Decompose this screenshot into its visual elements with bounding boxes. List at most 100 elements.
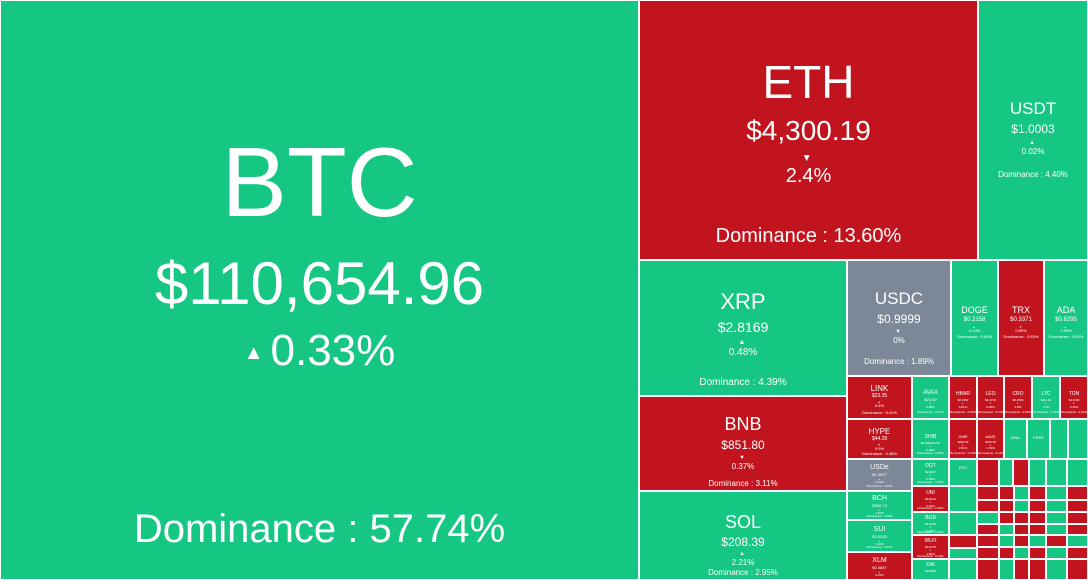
tile-link[interactable]: LINK $23.35 ▲ 0.4% Dominance : 0.41% xyxy=(847,376,912,419)
tile-small[interactable] xyxy=(949,486,977,512)
tile-dot[interactable]: DOT $3.9037 ▲ 0.35% Dominance : 0.16% xyxy=(912,459,949,486)
tile-small[interactable] xyxy=(1014,547,1029,559)
tile-small[interactable] xyxy=(999,486,1014,500)
tile-xmr[interactable]: XMR $265.39 ▼ 0.51% Dominance : 0.13% xyxy=(949,419,977,459)
coin-symbol: LEO xyxy=(985,391,996,397)
tile-small[interactable] xyxy=(977,547,999,559)
tile-small[interactable] xyxy=(1029,512,1046,524)
tile-bgb[interactable]: BGB $4.8010 ▲ 0.42% Dominance : 0.15% xyxy=(912,512,949,535)
tile-small[interactable] xyxy=(999,512,1014,524)
tile-wlfi[interactable]: WLFI $0.2279 ▼ 1.89% Dominance : 0.14% xyxy=(912,535,949,559)
coin-price: $0.2583 xyxy=(1012,397,1024,402)
tile-small[interactable] xyxy=(949,535,977,548)
tile-small[interactable] xyxy=(1014,535,1029,547)
tile-small[interactable] xyxy=(999,547,1014,559)
tile-small[interactable] xyxy=(977,559,999,580)
tile-aave[interactable]: AAVE $316.60 ▼ 1.79% Dominance : 0.13% xyxy=(977,419,1004,459)
tile-pepe[interactable]: PEPE xyxy=(1027,419,1050,459)
tile-small[interactable] xyxy=(999,535,1014,547)
tile-uni[interactable]: UNI $9.8014 ▼ 0.42% Dominance : 0.16% xyxy=(912,486,949,512)
tile-ton[interactable]: TON $3.2163 ▼ 0.34% Dominance : 0.21% xyxy=(1060,376,1088,419)
tile-small[interactable] xyxy=(1046,500,1067,512)
tile-usde[interactable]: USDe $1.0007 ▲ 0.01% Dominance : 0.33% xyxy=(847,459,912,491)
tile-xrp[interactable]: XRP $2.8169 ▲ 0.48% Dominance : 4.39% xyxy=(639,260,847,396)
tile-btc[interactable]: BTC $110,654.96 ▲ 0.33% Dominance : 57.74… xyxy=(0,0,639,580)
tile-small[interactable] xyxy=(999,500,1014,512)
tile-small[interactable] xyxy=(1029,459,1046,486)
tile-bnb[interactable]: BNB $851.80 ▼ 0.37% Dominance : 3.11% xyxy=(639,396,847,491)
change-value: 0.34% xyxy=(1069,404,1079,409)
tile-dai[interactable]: DAI $0.9999 xyxy=(912,559,949,580)
tile-dna[interactable]: DNA xyxy=(1004,419,1027,459)
tile-sui[interactable]: SUI $3.5205 ▲ 1.46% Dominance : 0.31% xyxy=(847,520,912,552)
tile-small[interactable] xyxy=(977,512,999,524)
tile-small[interactable] xyxy=(1067,559,1088,580)
tile-small[interactable] xyxy=(1067,459,1088,486)
coin-dominance: Dominance : 4.40% xyxy=(998,170,1068,179)
tile-small[interactable] xyxy=(977,486,999,500)
tile-small[interactable] xyxy=(999,559,1014,580)
tile-leo[interactable]: LEO $9.4715 ▼ 0.09% Dominance : 0.23% xyxy=(977,376,1004,419)
coin-change: ▲ 0.88% xyxy=(913,403,948,409)
tile-trx[interactable]: TRX $0.3371 ▼ 0.89% Dominance : 0.83% xyxy=(998,260,1044,376)
tile-small[interactable] xyxy=(1067,535,1088,547)
tile-usdt[interactable]: USDT $1.0003 ▲ 0.02% Dominance : 4.40% xyxy=(978,0,1088,260)
tile-sol[interactable]: SOL $208.39 ▲ 2.21% Dominance : 2.95% xyxy=(639,491,847,580)
tile-small[interactable] xyxy=(1068,419,1088,459)
tile-avax[interactable]: AVAX $24.60 ▲ 0.88% Dominance : 0.27% xyxy=(912,376,949,419)
tile-small[interactable] xyxy=(1014,500,1029,512)
tile-xlm[interactable]: XLM $0.3687 ▲ 0.16% xyxy=(847,552,912,580)
tile-small[interactable] xyxy=(999,524,1014,535)
tile-cro[interactable]: CRO $0.2583 ▼ 3.8% Dominance : 0.22% xyxy=(1004,376,1032,419)
tile-small[interactable] xyxy=(1046,535,1067,547)
tile-small[interactable] xyxy=(1067,512,1088,524)
tile-small[interactable] xyxy=(1029,524,1046,535)
tile-small[interactable] xyxy=(949,512,977,535)
tile-small[interactable] xyxy=(1046,559,1067,580)
coin-symbol: HYPE xyxy=(868,427,891,436)
tile-usdc[interactable]: USDC $0.9999 ▼ 0% Dominance : 1.89% xyxy=(847,260,951,376)
tile-small[interactable] xyxy=(949,548,977,559)
tile-small[interactable] xyxy=(1050,419,1068,459)
tile-small[interactable] xyxy=(977,459,999,486)
tile-hype[interactable]: HYPE $44.28 ▼ 0.9% Dominance : 0.38% xyxy=(847,419,912,459)
tile-small[interactable] xyxy=(1029,486,1046,500)
coin-symbol: DAI xyxy=(926,562,935,568)
tile-small[interactable] xyxy=(949,559,977,580)
tile-small[interactable] xyxy=(1013,459,1029,486)
coin-symbol: DNA xyxy=(1011,435,1020,440)
tile-eth[interactable]: ETH $4,300.19 ▼ 2.4% Dominance : 13.60% xyxy=(639,0,978,260)
tile-small[interactable] xyxy=(1067,500,1088,512)
tile-small[interactable] xyxy=(1046,486,1067,500)
tile-small[interactable] xyxy=(1046,547,1067,559)
tile-small[interactable] xyxy=(1046,524,1067,535)
tile-small[interactable] xyxy=(977,500,999,512)
tile-small[interactable] xyxy=(1014,524,1029,535)
tile-small[interactable] xyxy=(1029,500,1046,512)
tile-small[interactable] xyxy=(1046,512,1067,524)
tile-small[interactable] xyxy=(1029,559,1046,580)
tile-small[interactable] xyxy=(1014,512,1029,524)
tile-small[interactable] xyxy=(1014,486,1029,500)
tile-hbar[interactable]: HBAR $0.2369 ▼ 0.81% Dominance : 0.26% xyxy=(949,376,977,419)
tile-small[interactable] xyxy=(977,524,999,535)
tile-small[interactable] xyxy=(1046,459,1067,486)
tile-ada[interactable]: ADA $0.8295 ▲ 1.99% Dominance : 0.80% xyxy=(1044,260,1088,376)
coin-price: $9.4715 xyxy=(985,397,996,402)
tile-etc[interactable]: ETC xyxy=(949,459,977,486)
down-triangle-icon: ▼ xyxy=(989,445,992,448)
tile-ltc[interactable]: LTC $111.29 ▲ 1.2% Dominance : 0.22% xyxy=(1032,376,1060,419)
tile-small[interactable] xyxy=(1029,535,1046,547)
tile-small[interactable] xyxy=(1067,486,1088,500)
coin-price: $0.9999 xyxy=(877,311,921,326)
tile-small[interactable] xyxy=(1067,524,1088,535)
tile-doge[interactable]: DOGE $0.2158 ▲ 0.13% Dominance : 0.83% xyxy=(951,260,998,376)
tile-small[interactable] xyxy=(1014,559,1029,580)
tile-bch[interactable]: BCH $565.73 ▲ 1.57% Dominance : 0.29% xyxy=(847,491,912,520)
tile-small[interactable] xyxy=(999,459,1013,486)
tile-shib[interactable]: SHIB $0.000012734 ▲ 0.94% Dominance : 0.2… xyxy=(912,419,949,459)
tile-small[interactable] xyxy=(1067,547,1088,559)
tile-small[interactable] xyxy=(977,535,999,547)
tile-small[interactable] xyxy=(1029,547,1046,559)
coin-dominance: Dominance : 0.14% xyxy=(917,554,944,558)
